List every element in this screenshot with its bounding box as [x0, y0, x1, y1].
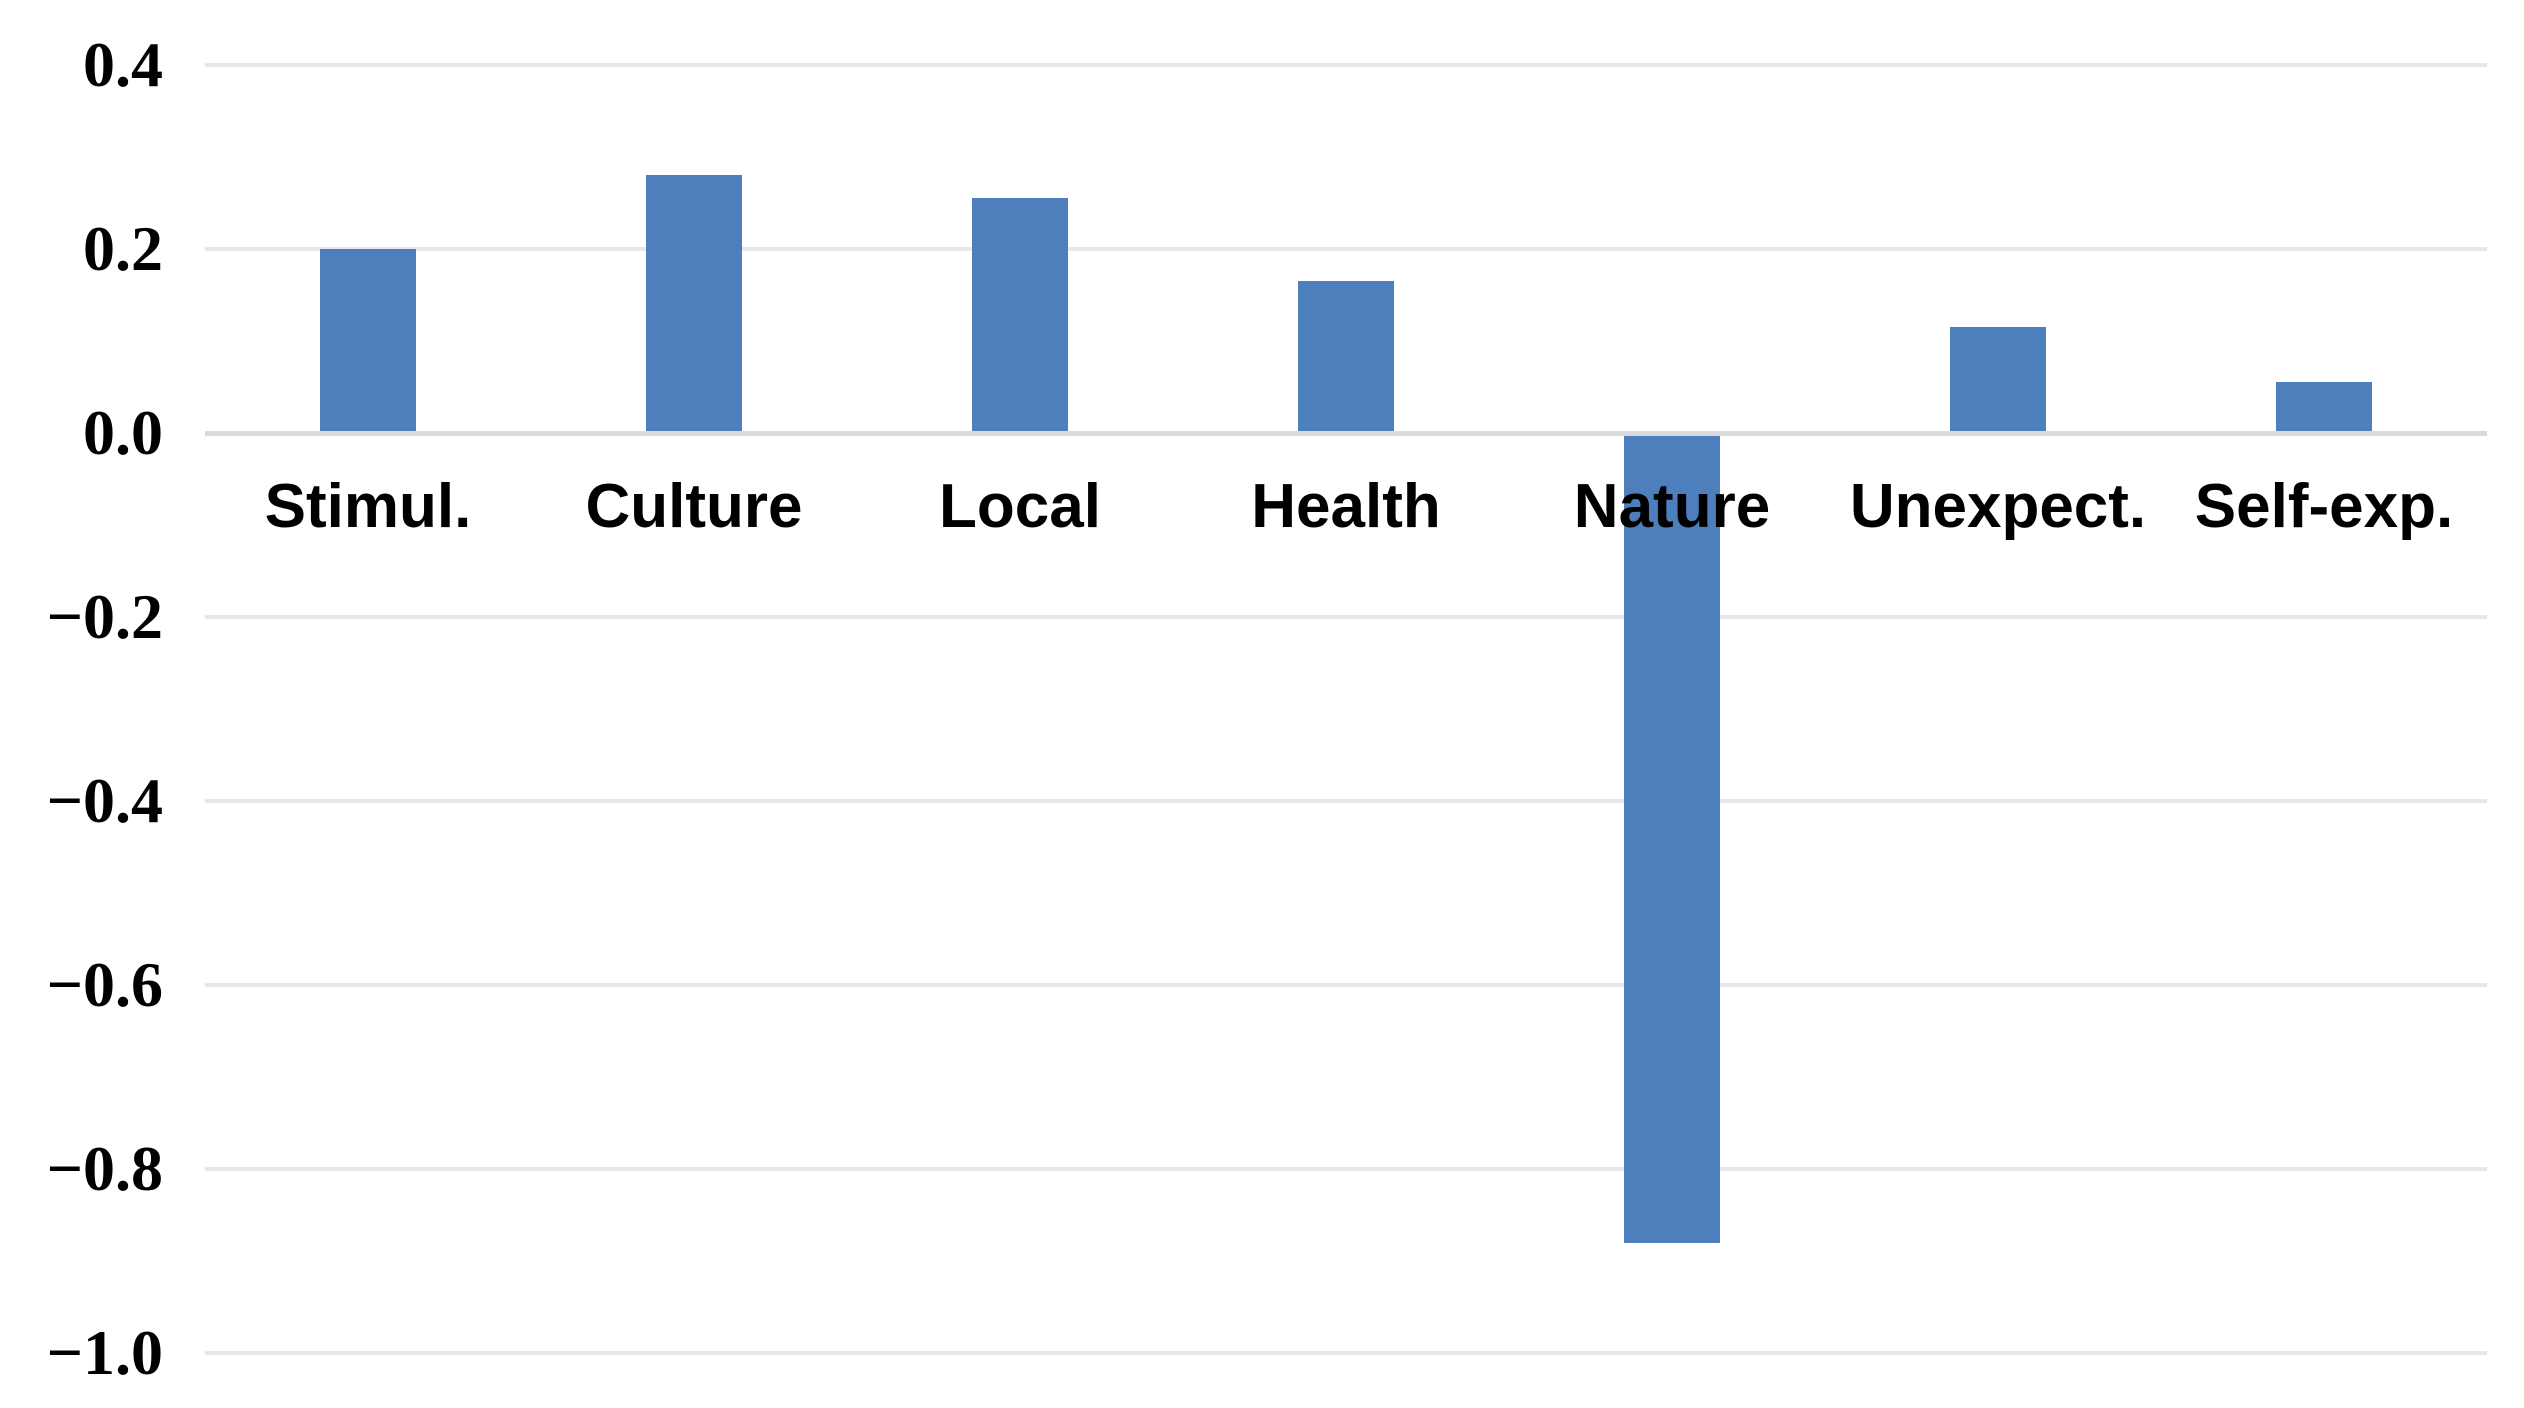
gridline-y-neg1 [205, 1351, 2487, 1355]
y-tick-label-neg1: −1.0 [46, 1317, 163, 1388]
bar-health [1298, 281, 1394, 431]
gridline-y-0.4 [205, 63, 2487, 67]
gridline-y-neg0.4 [205, 799, 2487, 803]
gridline-y-neg0.6 [205, 983, 2487, 987]
gridline-y-0.2 [205, 247, 2487, 251]
bar-stimul [320, 249, 416, 431]
x-category-label-nature: Nature [1573, 472, 1771, 541]
y-tick-label-0.2: 0.2 [83, 213, 163, 284]
y-tick-label-0.4: 0.4 [83, 29, 163, 100]
x-category-label-health: Health [1251, 472, 1441, 541]
y-tick-label-neg0.2: −0.2 [46, 581, 163, 652]
bar-self-exp [2276, 382, 2372, 431]
bar-nature [1624, 436, 1720, 1243]
bar-culture [646, 175, 742, 431]
x-category-label-culture: Culture [585, 472, 803, 541]
y-tick-label-neg0.6: −0.6 [46, 949, 163, 1020]
bar-local [972, 198, 1068, 431]
bar-unexpect [1950, 327, 2046, 431]
gridline-y-neg0.2 [205, 615, 2487, 619]
x-category-label-stimul: Stimul. [264, 472, 472, 541]
gridline-y-neg0.8 [205, 1167, 2487, 1171]
x-category-label-local: Local [939, 472, 1101, 541]
zero-axis-line [205, 431, 2487, 436]
x-category-label-unexpect: Unexpect. [1849, 472, 2147, 541]
x-category-label-self-exp: Self-exp. [2194, 472, 2454, 541]
y-tick-label-neg0.8: −0.8 [46, 1133, 163, 1204]
y-tick-label-0: 0.0 [83, 397, 163, 468]
y-tick-label-neg0.4: −0.4 [46, 765, 163, 836]
